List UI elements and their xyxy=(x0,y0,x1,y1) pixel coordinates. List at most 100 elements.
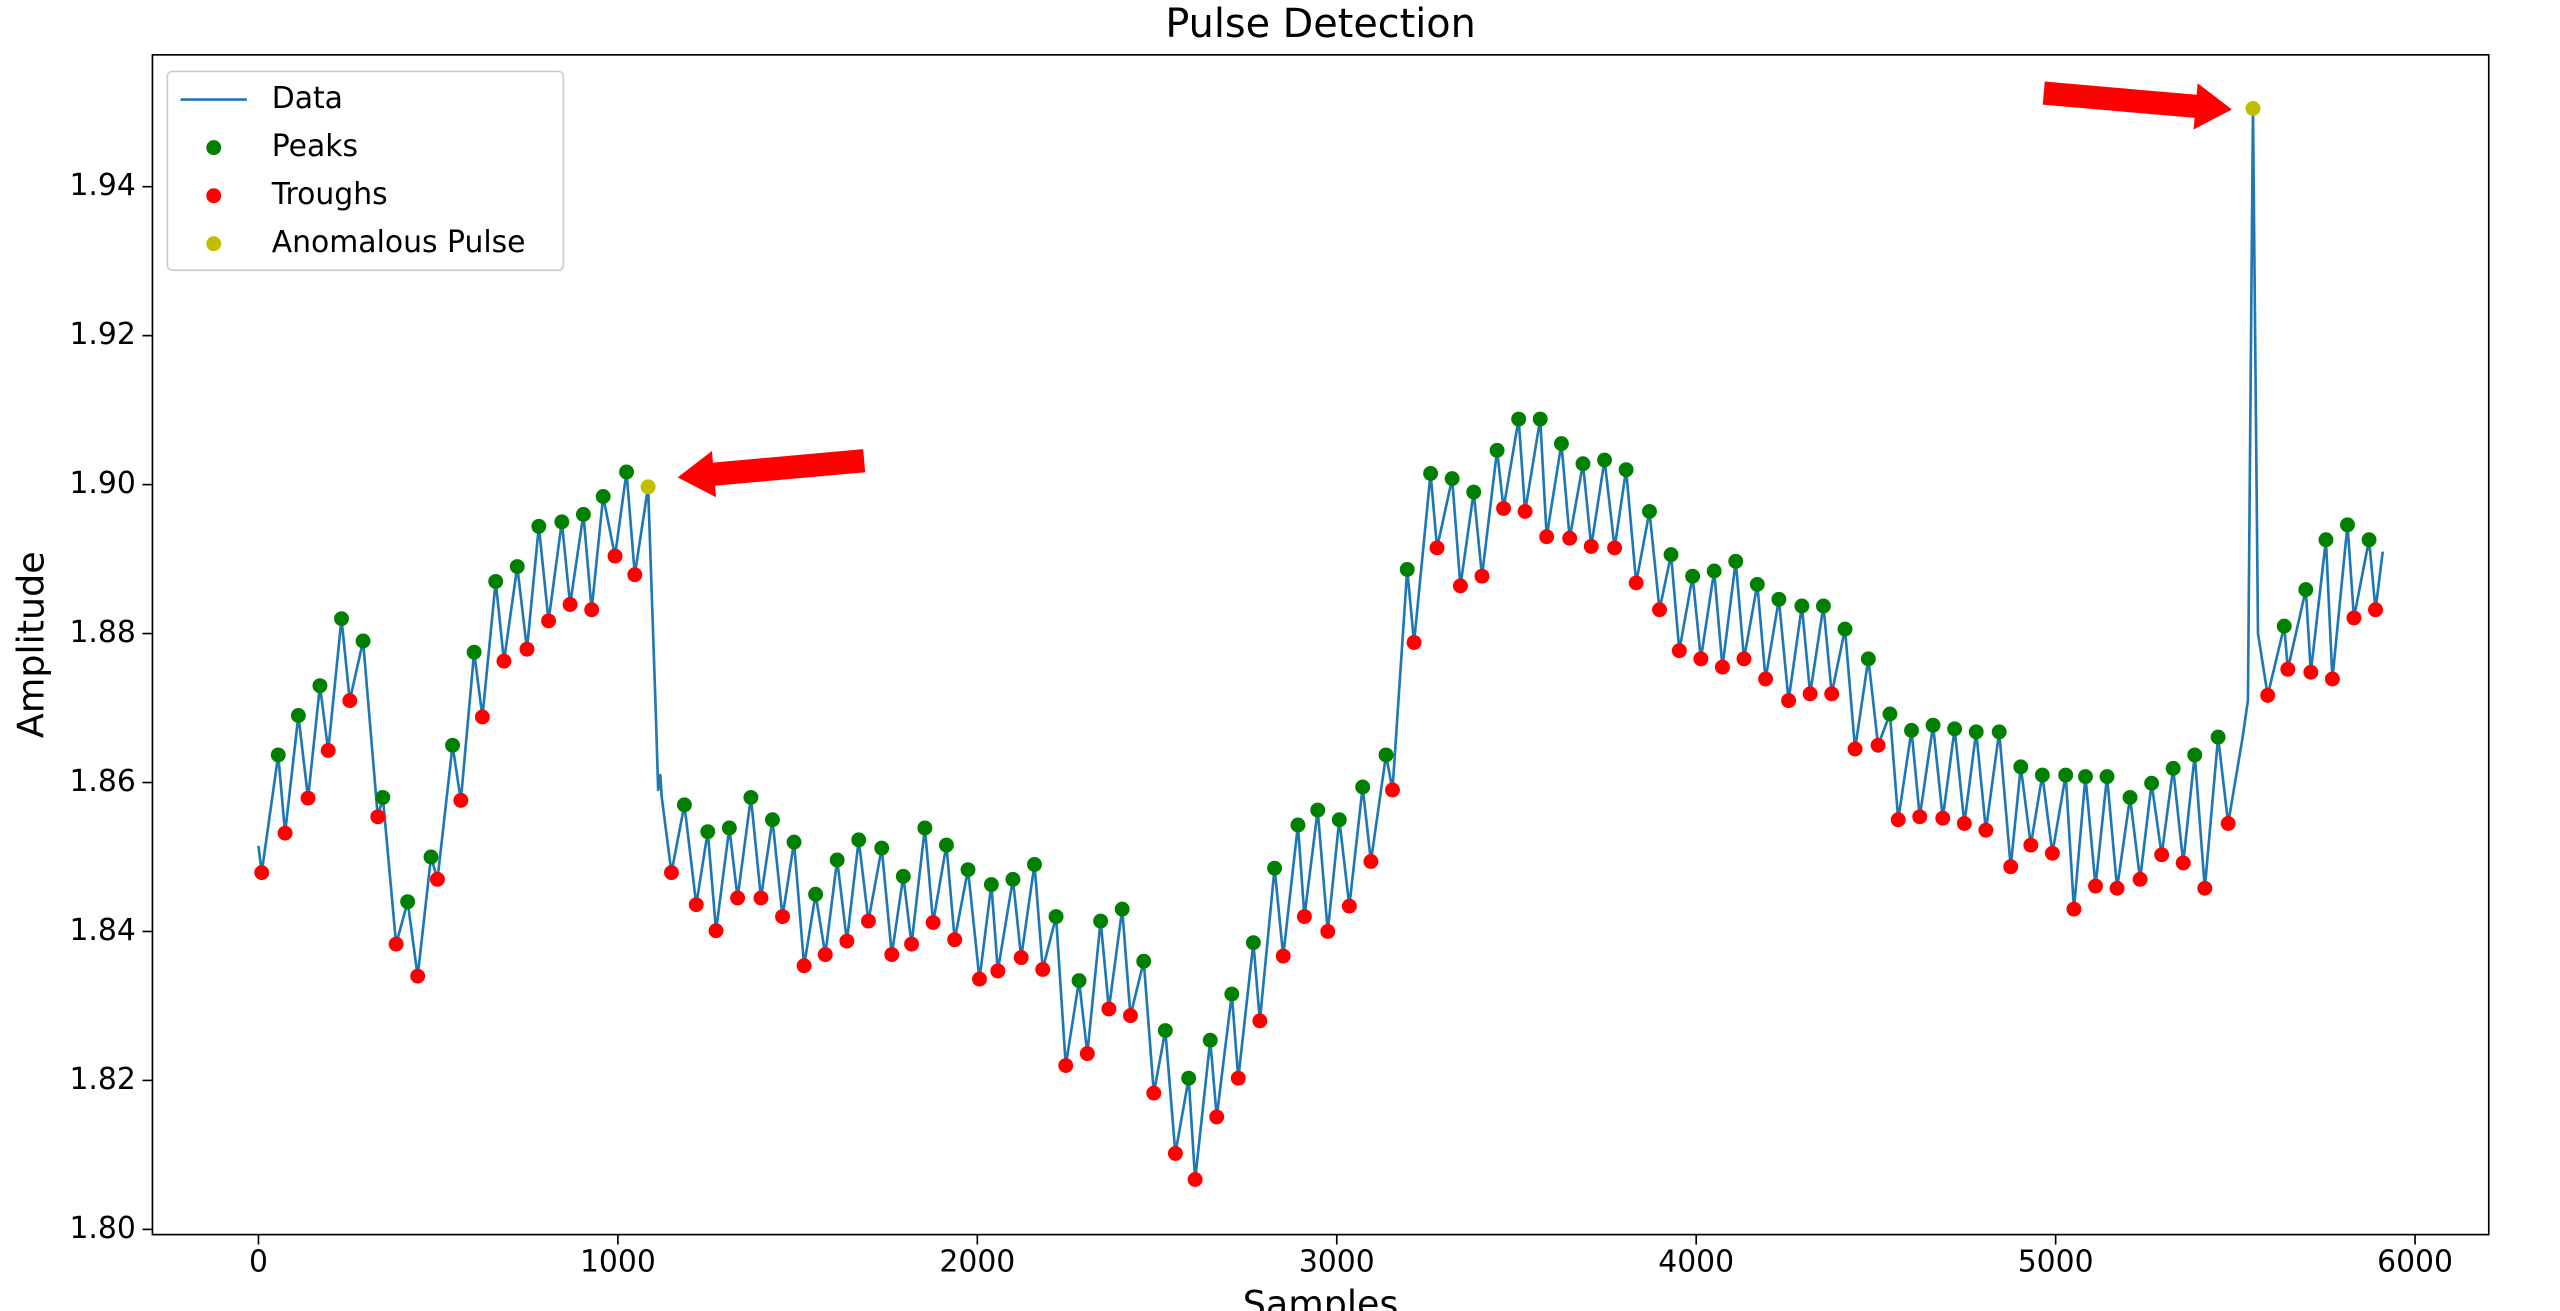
point xyxy=(1267,860,1283,876)
point xyxy=(743,789,759,805)
legend-label: Troughs xyxy=(271,177,388,212)
point xyxy=(1320,924,1336,939)
point xyxy=(474,709,490,725)
point xyxy=(2003,859,2019,875)
point xyxy=(839,933,855,949)
point xyxy=(1947,721,1963,737)
point xyxy=(2361,532,2377,548)
legend-label: Data xyxy=(272,81,343,116)
point xyxy=(2197,880,2213,896)
point xyxy=(1122,1008,1138,1024)
point xyxy=(2175,855,2191,871)
point xyxy=(829,852,845,868)
legend-swatch xyxy=(206,236,222,252)
point xyxy=(2280,661,2296,677)
point xyxy=(972,971,987,987)
point xyxy=(575,506,591,522)
y-tick-label: 1.90 xyxy=(69,466,135,501)
point xyxy=(1607,540,1623,556)
point xyxy=(1935,810,1951,826)
legend-box xyxy=(166,70,565,272)
point xyxy=(1706,563,1722,579)
point xyxy=(1749,576,1765,592)
point xyxy=(1824,686,1840,702)
y-tick-label: 1.82 xyxy=(69,1062,135,1097)
point xyxy=(2099,769,2115,785)
point xyxy=(1202,1032,1218,1048)
chart-title: Pulse Detection xyxy=(1165,1,1475,47)
point xyxy=(960,862,976,878)
x-tick-label: 6000 xyxy=(2377,1244,2453,1279)
point xyxy=(1466,484,1482,500)
y-tick-label: 1.84 xyxy=(69,913,135,948)
point xyxy=(1013,950,1029,965)
y-tick-label: 1.80 xyxy=(69,1211,135,1246)
point xyxy=(410,968,426,984)
point xyxy=(1058,1058,1074,1073)
point xyxy=(676,797,692,813)
point xyxy=(1685,568,1701,584)
point xyxy=(2122,789,2138,805)
point xyxy=(355,633,371,649)
point xyxy=(562,597,578,612)
point xyxy=(1275,948,1291,964)
y-tick-label: 1.92 xyxy=(69,317,135,352)
point xyxy=(1912,809,1928,825)
y-tick-label: 1.88 xyxy=(69,615,135,650)
arrow xyxy=(2042,81,2232,130)
point xyxy=(2303,664,2319,680)
point xyxy=(753,890,769,906)
point xyxy=(1181,1070,1197,1086)
point xyxy=(1224,986,1240,1002)
point xyxy=(1444,471,1460,487)
point xyxy=(1539,529,1555,545)
point xyxy=(300,790,316,806)
point xyxy=(2013,759,2029,775)
point xyxy=(1794,598,1810,614)
point xyxy=(947,932,963,948)
point xyxy=(2318,532,2334,548)
point xyxy=(2066,901,2082,917)
point xyxy=(2340,517,2355,533)
point xyxy=(1296,909,1312,925)
point xyxy=(895,868,911,884)
point xyxy=(488,573,504,589)
point xyxy=(2298,582,2314,598)
point xyxy=(1991,724,2007,740)
point xyxy=(2220,816,2236,831)
point xyxy=(519,641,535,657)
point xyxy=(1714,659,1730,675)
point xyxy=(312,678,328,694)
arrow-shape xyxy=(2042,81,2232,130)
point xyxy=(627,567,643,583)
point xyxy=(1802,686,1818,702)
point xyxy=(541,613,556,629)
point xyxy=(1771,591,1787,607)
point xyxy=(1310,802,1326,818)
point xyxy=(2187,747,2203,763)
point xyxy=(1146,1085,1162,1101)
point xyxy=(925,915,941,930)
point xyxy=(1781,693,1797,709)
point xyxy=(700,824,716,840)
point xyxy=(1496,500,1512,516)
point xyxy=(1385,782,1400,798)
point xyxy=(1136,953,1152,969)
point xyxy=(775,909,790,925)
point xyxy=(1618,462,1634,478)
point xyxy=(277,825,293,841)
point xyxy=(1532,411,1548,427)
x-tick-label: 0 xyxy=(249,1244,268,1279)
point xyxy=(796,958,812,974)
point xyxy=(1628,575,1644,591)
point xyxy=(808,886,824,902)
point xyxy=(1925,717,1941,733)
point xyxy=(531,518,547,534)
arrow-shape xyxy=(677,449,866,498)
point xyxy=(453,792,469,808)
point xyxy=(1027,856,1042,872)
point xyxy=(1167,1145,1183,1161)
x-tick-label: 4000 xyxy=(1658,1244,1734,1279)
point xyxy=(423,849,439,865)
